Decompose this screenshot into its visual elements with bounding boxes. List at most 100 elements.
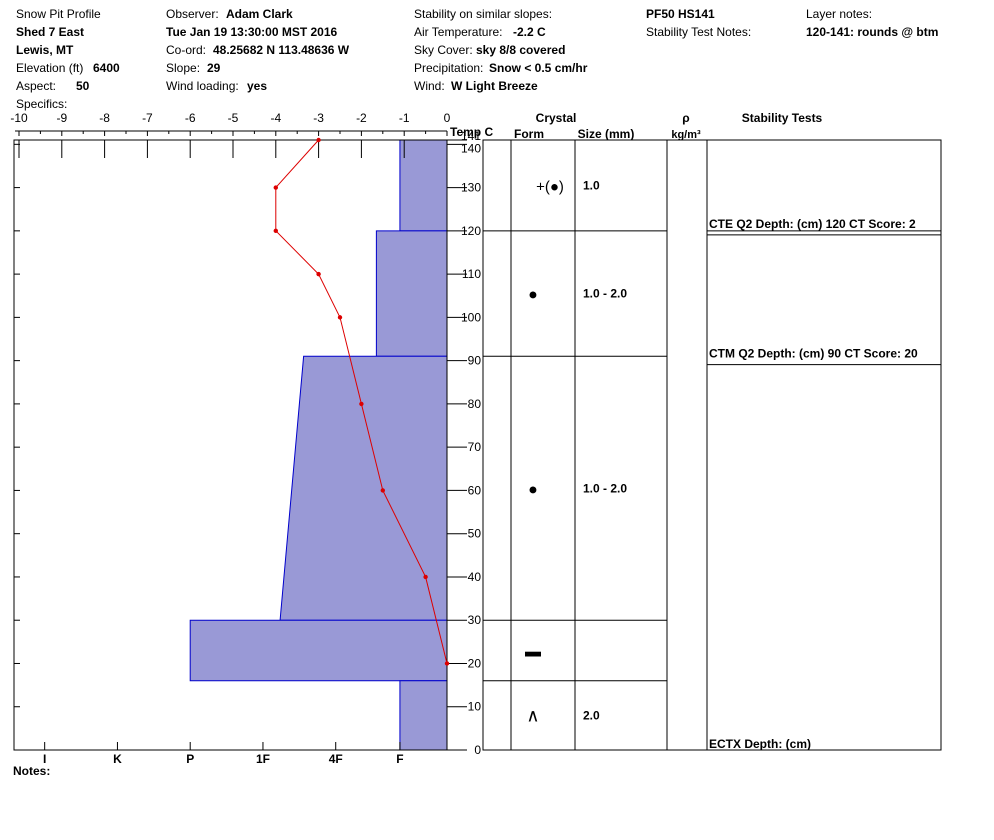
temp-tick-label-0: -10	[10, 111, 28, 125]
layer-form-symbol-2: ●	[528, 481, 538, 498]
sky-value: sky 8/8 covered	[476, 43, 566, 57]
hardness-tick-label-4: 4F	[329, 752, 343, 766]
size-header: Size (mm)	[578, 127, 635, 141]
stability-tests: CTE Q2 Depth: (cm) 120 CT Score: 2 CTM Q2…	[707, 217, 941, 751]
hardness-tick-label-3: 1F	[256, 752, 270, 766]
height-tick-label-4: 40	[468, 570, 482, 584]
layer-form-symbol-4: ∧	[526, 705, 539, 725]
location: Lewis, MT	[16, 43, 74, 57]
stability-test-0: CTE Q2 Depth: (cm) 120 CT Score: 2	[709, 217, 916, 231]
rho-header: ρ	[682, 111, 689, 125]
temp-axis-title: Temp C	[450, 125, 493, 139]
density-unit-header: kg/m³	[671, 129, 701, 141]
height-tick-label-9: 90	[468, 354, 482, 368]
form-header: Form	[514, 127, 544, 141]
crystal-header: Crystal	[536, 111, 577, 125]
height-tick-label-6: 60	[468, 483, 482, 497]
height-tick-label-14: 140	[461, 141, 481, 155]
hardness-tick-label-5: F	[396, 752, 403, 766]
temp-plot-border	[13, 139, 448, 751]
hardness-layer-1	[375, 230, 448, 357]
temp-tick-label-2: -8	[99, 111, 110, 125]
hardness-tick-label-1: K	[113, 752, 122, 766]
temp-point-0	[316, 137, 321, 143]
temp-tick-label-1: -9	[56, 111, 67, 125]
stability-test-2: ECTX Depth: (cm)	[709, 737, 811, 751]
temperature-profile	[273, 137, 450, 666]
sky-label: Sky Cover:	[414, 43, 473, 57]
layer-form-symbol-3: ▬	[525, 643, 541, 660]
layer-size-1: 1.0 - 2.0	[583, 287, 627, 301]
hardness-tick-label-0: I	[43, 752, 46, 766]
temp-tick-label-3: -7	[142, 111, 153, 125]
height-tick-label-8: 80	[468, 397, 482, 411]
observer-value: Adam Clark	[226, 7, 293, 21]
air-temp-label: Air Temperature:	[414, 25, 503, 39]
temp-tick-label-5: -5	[228, 111, 239, 125]
temp-point-6	[380, 488, 385, 493]
stability-similar-label: Stability on similar slopes:	[414, 7, 553, 21]
stability-test-1: CTM Q2 Depth: (cm) 90 CT Score: 20	[709, 347, 918, 361]
hardness-layer-3	[189, 619, 448, 682]
layer-form-symbol-0: +(●)	[536, 178, 564, 195]
layer-table: Crystal Form Size (mm) ρ kg/m³ Stability Test…	[482, 111, 942, 751]
hardness-axis: I K P 1F 4F F	[43, 742, 404, 766]
temp-point-2	[273, 228, 278, 234]
wind-value: W Light Breeze	[451, 79, 538, 93]
wind-loading-label: Wind loading:	[166, 79, 239, 93]
temp-tick-label-4: -6	[185, 111, 196, 125]
temp-tick-label-9: -1	[399, 111, 410, 125]
height-tick-label-10: 100	[461, 310, 481, 324]
height-tick-label-5: 50	[468, 527, 482, 541]
plot-frame	[13, 139, 448, 751]
precip-value: Snow < 0.5 cm/hr	[489, 61, 588, 75]
layer-notes-label: Layer notes:	[806, 7, 873, 21]
layer-size-4: 2.0	[583, 708, 600, 722]
temp-point-5	[359, 401, 364, 407]
air-temp-value: -2.2 C	[513, 25, 546, 39]
notes-label: Notes:	[13, 764, 51, 778]
pf-hs: PF50 HS141	[646, 7, 715, 21]
layer-form-symbol-1: ●	[528, 287, 538, 304]
temp-point-8	[444, 661, 450, 666]
stability-tests-header: Stability Tests	[742, 111, 823, 125]
temp-tick-label-10: 0	[444, 111, 451, 125]
temp-tick-label-7: -3	[313, 111, 324, 125]
specifics-label: Specifics:	[16, 97, 68, 111]
temp-point-3	[316, 271, 321, 277]
temp-tick-label-6: -4	[270, 111, 281, 125]
temp-point-4	[337, 315, 343, 320]
hardness-layer-2	[279, 355, 448, 621]
hardness-layer-4	[399, 680, 448, 751]
height-tick-label-1: 10	[468, 700, 482, 714]
height-tick-label-2: 20	[468, 656, 482, 670]
aspect-label: Aspect:	[16, 79, 57, 93]
layer-notes-value: 120-141: rounds @ btm	[806, 25, 939, 39]
temp-point-7	[423, 574, 428, 580]
layer-table-border	[482, 139, 942, 751]
height-tick-label-3: 30	[468, 613, 482, 627]
elevation-value: 6400	[93, 61, 120, 75]
coord-value: 48.25682 N 113.48636 W	[213, 43, 350, 57]
profile-label: Snow Pit Profile	[16, 7, 101, 21]
hardness-tick-label-2: P	[186, 752, 194, 766]
precip-label: Precipitation:	[414, 61, 484, 75]
wind-label: Wind:	[414, 79, 445, 93]
coord-label: Co-ord:	[166, 43, 207, 57]
datetime: Tue Jan 19 13:30:00 MST 2016	[166, 25, 338, 39]
height-tick-label-0: 0	[474, 743, 481, 757]
layer-size-0: 1.0	[583, 178, 600, 192]
height-tick-label-13: 130	[461, 181, 481, 195]
observer-label: Observer:	[166, 7, 219, 21]
temp-point-1	[273, 185, 278, 190]
slope-label: Slope:	[166, 61, 201, 75]
temp-tick-label-8: -2	[356, 111, 367, 125]
slope-value: 29	[207, 61, 221, 75]
hardness-layer-0	[399, 139, 448, 232]
height-tick-label-15: 141	[461, 129, 481, 143]
height-tick-label-7: 70	[468, 440, 482, 454]
stability-notes-label: Stability Test Notes:	[646, 25, 752, 39]
